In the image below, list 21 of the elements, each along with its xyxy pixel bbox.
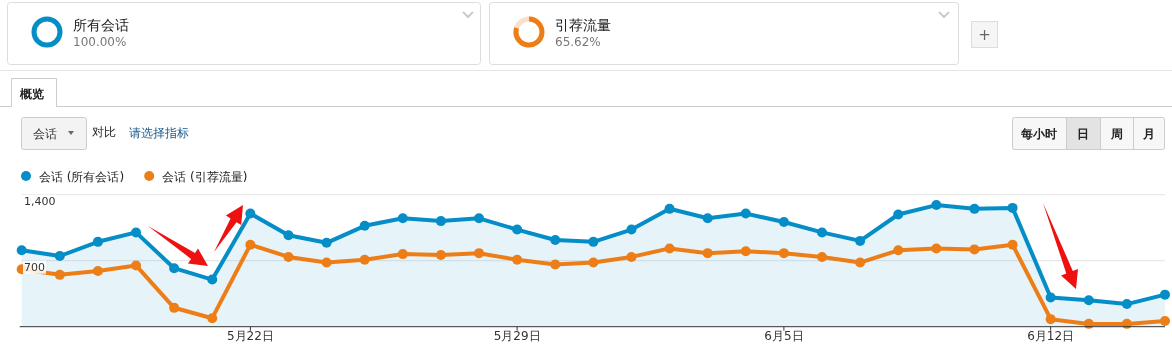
text: 对比 — [92, 125, 116, 139]
text: 65.62% — [555, 35, 601, 49]
text: 日 — [1077, 127, 1089, 141]
text: 概览 — [19, 87, 44, 101]
y-tick-label: 1,400 — [24, 194, 56, 208]
legend-label: 会话 (所有会话) — [39, 169, 125, 184]
text: 会话 — [33, 127, 57, 141]
text: 月 — [1141, 127, 1155, 141]
x-tick-label: 5月29日 — [493, 329, 541, 343]
x-tick-label: 6月5日 — [764, 329, 804, 343]
text: 周 — [1109, 127, 1123, 141]
legend-label: 会话 (引荐流量) — [162, 169, 248, 184]
text: 每小时 — [1020, 127, 1057, 141]
text: + — [978, 26, 991, 44]
y-tick-label: 700 — [24, 260, 45, 274]
x-tick-label: 6月12日 — [1027, 329, 1075, 343]
text: 100.00% — [73, 35, 127, 49]
text: 所有会话 — [73, 17, 129, 33]
x-tick-label: 5月22日 — [226, 329, 274, 343]
text: 引荐流量 — [555, 17, 611, 33]
text: 请选择指标 — [129, 126, 189, 140]
